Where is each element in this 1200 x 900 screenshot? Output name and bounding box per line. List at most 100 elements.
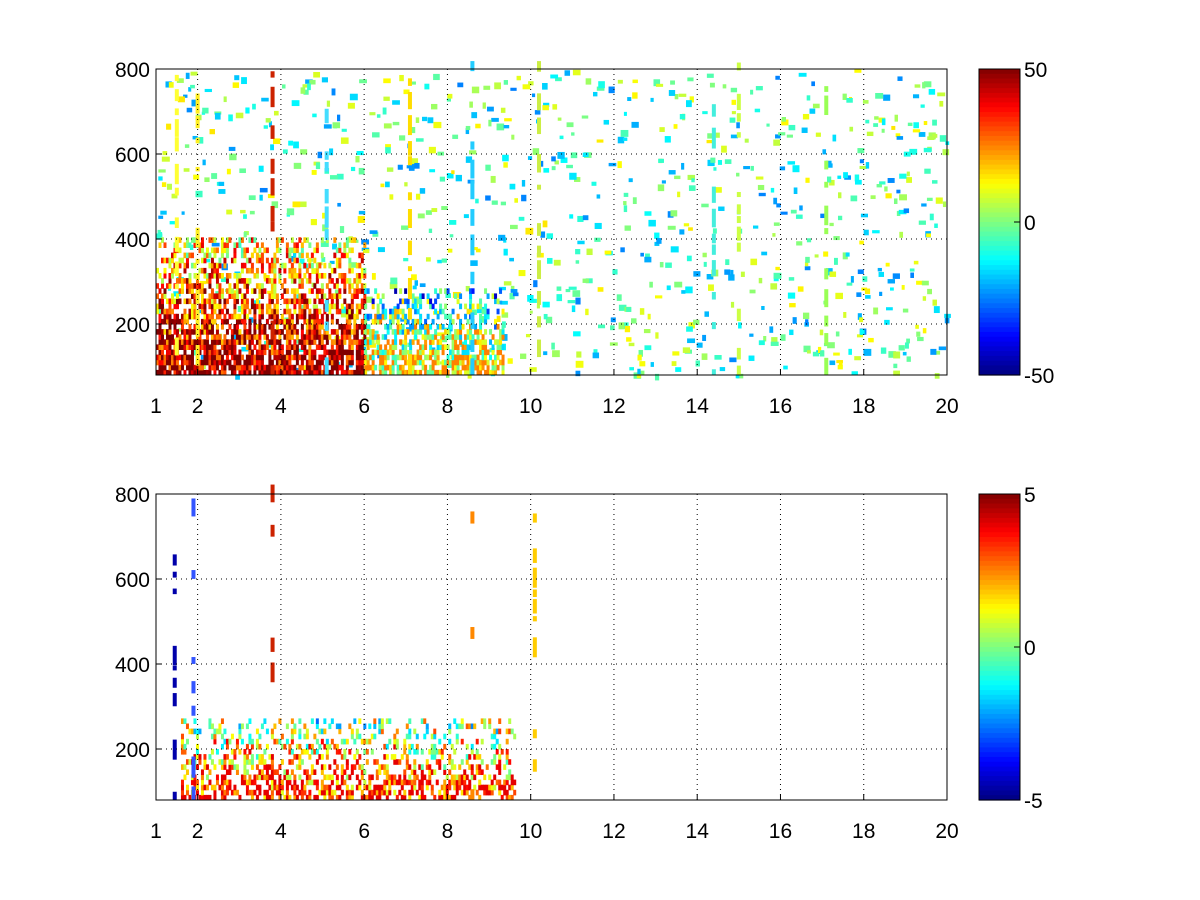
heatmap-cell [917,336,924,342]
heatmap-cell [248,369,252,376]
heatmap-cell [285,303,289,310]
heatmap-cell [310,288,314,294]
heatmap-cell [310,324,314,330]
heatmap-cell [238,313,242,320]
heatmap-cell [273,257,277,264]
heatmap-cell [315,308,319,315]
x-tick-label: 8 [442,395,454,418]
heatmap-cell [185,339,189,345]
heatmap-cell [328,794,332,801]
heatmap-cell [434,308,438,315]
heatmap-cell [323,344,327,350]
heatmap-cell [372,132,380,138]
heatmap-cell [448,728,452,735]
heatmap-cell [433,769,437,775]
heatmap-cell [158,273,162,279]
heatmap-cell [235,313,239,320]
heatmap-cell [459,293,463,299]
colorbar-swatch [979,608,1020,615]
heatmap-cell [491,364,495,371]
heatmap-cell [255,283,259,289]
heatmap-cell [336,173,344,180]
heatmap-cell [290,749,294,755]
heatmap-cell [293,369,297,376]
heatmap-cell [300,789,304,796]
heatmap-cell [270,293,274,299]
heatmap-cell [210,318,214,325]
heatmap-cell [876,184,882,188]
heatmap-cell [494,324,498,330]
heatmap-cell [190,262,194,269]
heatmap-cell [315,759,319,765]
heatmap-cell [825,160,832,165]
y-tick-label: 200 [115,739,150,762]
streak-segment [270,524,275,537]
heatmap-cell [365,296,373,303]
heatmap-cell [456,354,460,361]
heatmap-cell [333,759,337,765]
heatmap-cell [253,369,257,376]
heatmap-cell [243,262,247,269]
heatmap-cell [330,779,334,786]
heatmap-cell [258,359,262,366]
heatmap-cell [499,349,503,356]
heatmap-cell [825,163,833,168]
heatmap-cell [230,339,234,345]
heatmap-cell [168,329,172,335]
colorbar-swatch [979,83,1020,89]
heatmap-cell [203,784,207,791]
heatmap-cell [273,273,277,279]
heatmap-cell [243,369,247,376]
heatmap-cell [667,225,676,230]
heatmap-cell [404,329,408,335]
heatmap-cell [218,354,222,361]
heatmap-cell [428,228,433,233]
heatmap-cell [499,334,503,340]
heatmap-cell [258,743,262,750]
heatmap-cell [258,774,262,781]
heatmap-cell [263,789,267,796]
heatmap-cell [328,293,332,299]
heatmap-cell [338,324,342,330]
heatmap-cell [444,313,448,320]
heatmap-cell [328,262,332,269]
heatmap-cell [471,354,475,361]
heatmap-cell [460,718,464,724]
heatmap-cell [409,344,413,350]
heatmap-cell [551,342,555,350]
heatmap-cell [225,784,229,791]
heatmap-cell [493,754,497,760]
heatmap-cell [335,278,339,284]
top-x-ticks: 1 2 4 6 8 10 12 14 16 18 20 [150,369,959,418]
heatmap-cell [612,269,618,275]
heatmap-cell [229,153,237,161]
heatmap-cell [178,318,182,325]
heatmap-cell [220,743,224,750]
heatmap-cell [328,359,332,366]
heatmap-cell [250,334,254,340]
heatmap-cell [215,354,219,361]
heatmap-cell [214,112,221,120]
heatmap-cell [295,794,299,801]
heatmap-cell [865,119,870,124]
heatmap-cell [701,203,709,208]
heatmap-cell [729,357,737,363]
heatmap-cell [299,305,305,309]
heatmap-cell [303,769,307,775]
heatmap-cell [458,784,462,791]
streak-segment [736,216,741,224]
heatmap-cell [460,738,464,745]
heatmap-cell [424,334,428,340]
heatmap-cell [521,194,527,202]
heatmap-cell [363,298,367,305]
heatmap-cell [454,354,458,361]
heatmap-cell [230,354,234,361]
colorbar-swatch [979,580,1020,586]
heatmap-cell [499,288,503,294]
colorbar-swatch [979,279,1020,285]
heatmap-cell [263,324,267,330]
heatmap-cell [719,367,726,372]
heatmap-cell [320,318,324,325]
heatmap-cell [718,206,725,211]
heatmap-cell [261,97,269,102]
